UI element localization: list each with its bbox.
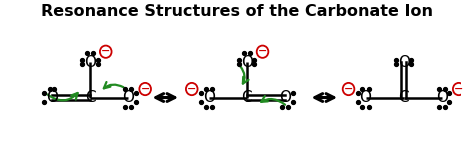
Text: −: − <box>187 84 196 94</box>
Text: O: O <box>46 90 58 105</box>
Circle shape <box>453 83 465 95</box>
Text: O: O <box>360 90 372 105</box>
Text: Resonance Structures of the Carbonate Ion: Resonance Structures of the Carbonate Io… <box>41 4 433 19</box>
Text: C: C <box>85 90 95 105</box>
Text: −: − <box>454 84 464 94</box>
Text: −: − <box>140 84 150 94</box>
Text: O: O <box>122 90 134 105</box>
Text: O: O <box>241 55 253 70</box>
Text: O: O <box>398 55 410 70</box>
Circle shape <box>139 83 151 95</box>
Text: −: − <box>258 46 267 56</box>
Circle shape <box>343 83 355 95</box>
Circle shape <box>257 46 268 58</box>
Text: C: C <box>398 90 409 105</box>
Text: O: O <box>436 90 448 105</box>
Text: −: − <box>344 84 353 94</box>
Circle shape <box>186 83 198 95</box>
Text: O: O <box>203 90 215 105</box>
Text: C: C <box>242 90 252 105</box>
Text: O: O <box>279 90 291 105</box>
Circle shape <box>100 46 111 58</box>
Text: −: − <box>101 46 110 56</box>
Text: O: O <box>84 55 96 70</box>
